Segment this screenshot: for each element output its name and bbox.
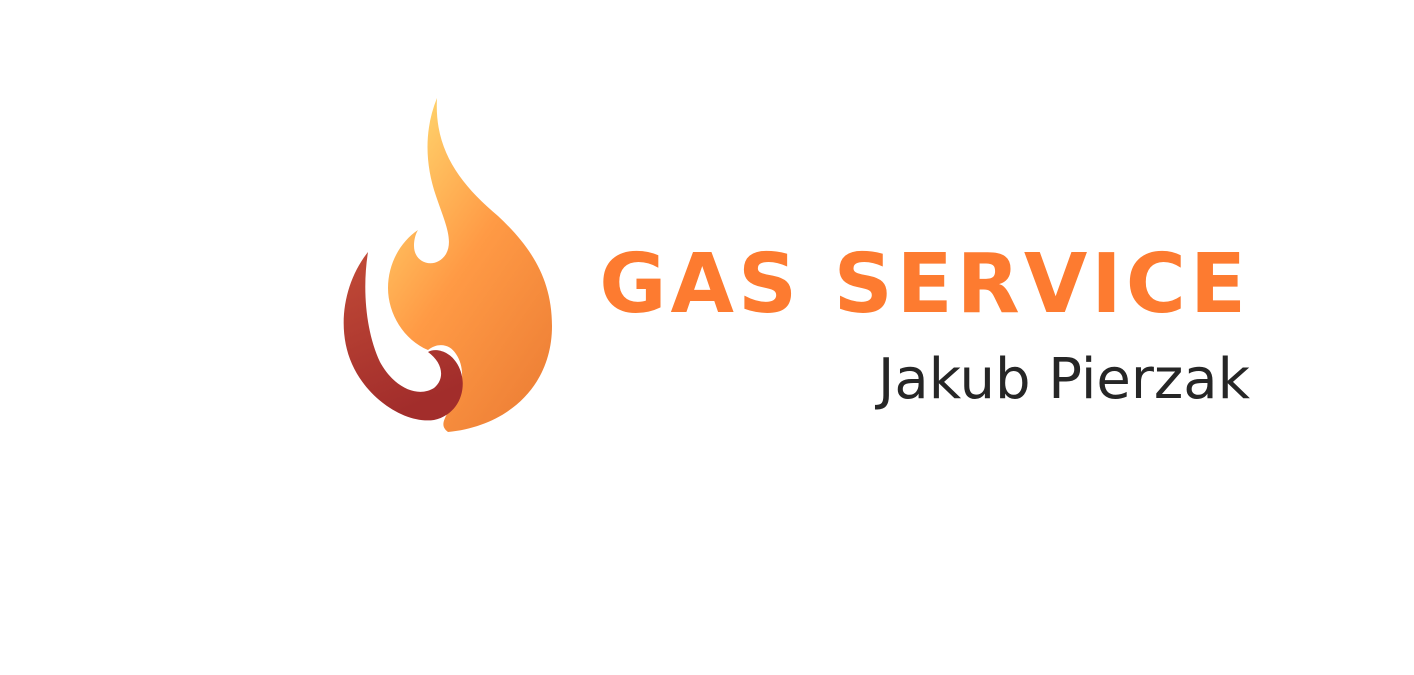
owner-name: Jakub Pierzak — [877, 347, 1250, 412]
flame-body — [388, 98, 552, 432]
flame-swirl — [343, 252, 463, 421]
brand-title: GAS SERVICE — [599, 237, 1250, 332]
flame-icon — [343, 98, 552, 432]
